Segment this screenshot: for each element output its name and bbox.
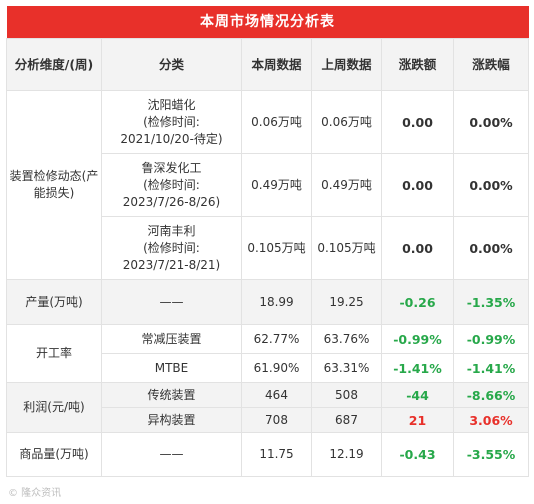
- row-label-commodity: 商品量(万吨): [6, 432, 102, 477]
- row-label-operating: 开工率: [6, 324, 102, 383]
- category-cell: 河南丰利 (检修时间: 2023/7/21-8/21): [101, 216, 242, 280]
- table-row: 开工率 常减压装置 62.77% 63.76% -0.99% -0.99%: [6, 324, 529, 383]
- category-cell: MTBE: [101, 353, 242, 383]
- last-week-value: 687: [311, 407, 382, 433]
- plant-date: 2023/7/26-8/26): [122, 194, 221, 209]
- this-week-value: 18.99: [241, 279, 312, 325]
- last-week-value: 19.25: [311, 279, 382, 325]
- row-label-profit: 利润(元/吨): [6, 382, 102, 433]
- this-week-value: 0.49万吨: [241, 153, 312, 217]
- table-row: MTBE 61.90% 63.31% -1.41% -1.41%: [7, 353, 529, 383]
- header-change: 涨跌额: [381, 38, 454, 91]
- this-week-value: 11.75: [241, 432, 312, 477]
- change-value: 0.00: [381, 153, 454, 217]
- change-pct-value: 0.00%: [453, 216, 529, 280]
- last-week-value: 0.06万吨: [311, 90, 382, 154]
- row-label-output: 产量(万吨): [6, 279, 102, 325]
- table-row: 河南丰利 (检修时间: 2023/7/21-8/21) 0.105万吨 0.10…: [7, 216, 529, 280]
- category-cell: 鲁深发化工 (检修时间: 2023/7/26-8/26): [101, 153, 242, 217]
- header-this-week: 本周数据: [241, 38, 312, 91]
- table-row: 装置检修动态(产能损失) 沈阳蜡化 (检修时间: 2021/10/20-待定) …: [6, 90, 529, 280]
- table-row: 商品量(万吨) —— 11.75 12.19 -0.43 -3.55%: [6, 432, 529, 477]
- this-week-value: 464: [241, 382, 312, 408]
- this-week-value: 0.06万吨: [241, 90, 312, 154]
- this-week-value: 0.105万吨: [241, 216, 312, 280]
- change-value: -1.41%: [381, 353, 454, 383]
- last-week-value: 63.31%: [311, 353, 382, 383]
- category-cell: 沈阳蜡化 (检修时间: 2021/10/20-待定): [101, 90, 242, 154]
- plant-name: 沈阳蜡化: [147, 97, 196, 112]
- change-pct-value: 0.00%: [453, 153, 529, 217]
- change-pct-value: 3.06%: [453, 407, 529, 433]
- change-pct-value: -1.35%: [453, 279, 529, 325]
- header-dimension: 分析维度/(周): [6, 38, 102, 91]
- change-pct-value: -3.55%: [453, 432, 529, 477]
- table-row: 鲁深发化工 (检修时间: 2023/7/26-8/26) 0.49万吨 0.49…: [7, 153, 529, 217]
- category-cell: ——: [101, 432, 242, 477]
- change-value: 0.00: [381, 90, 454, 154]
- last-week-value: 63.76%: [311, 324, 382, 354]
- change-pct-value: 0.00%: [453, 90, 529, 154]
- table-title: 本周市场情况分析表: [6, 6, 529, 39]
- watermark: © 隆众资讯: [8, 488, 62, 499]
- category-cell: 传统装置: [101, 382, 242, 408]
- market-analysis-table: 本周市场情况分析表 分析维度/(周) 分类 本周数据 上周数据 涨跌额 涨跌幅 …: [6, 6, 529, 477]
- header-last-week: 上周数据: [311, 38, 382, 91]
- plant-note: (检修时间:: [143, 114, 200, 129]
- last-week-value: 0.105万吨: [311, 216, 382, 280]
- header-change-pct: 涨跌幅: [453, 38, 529, 91]
- change-pct-value: -8.66%: [453, 382, 529, 408]
- table-row: 异构装置 708 687 21 3.06%: [7, 407, 529, 433]
- change-value: 21: [381, 407, 454, 433]
- market-analysis-table-wrapper: 本周市场情况分析表 分析维度/(周) 分类 本周数据 上周数据 涨跌额 涨跌幅 …: [6, 6, 529, 477]
- change-pct-value: -0.99%: [453, 324, 529, 354]
- last-week-value: 0.49万吨: [311, 153, 382, 217]
- table-row: 产量(万吨) —— 18.99 19.25 -0.26 -1.35%: [6, 279, 529, 325]
- plant-name: 鲁深发化工: [141, 160, 202, 175]
- change-value: 0.00: [381, 216, 454, 280]
- table-row: 利润(元/吨) 传统装置 464 508 -44 -8.66%: [6, 382, 529, 433]
- plant-name: 河南丰利: [147, 223, 196, 238]
- change-value: -0.26: [381, 279, 454, 325]
- plant-date: 2023/7/21-8/21): [122, 257, 221, 272]
- last-week-value: 508: [311, 382, 382, 408]
- change-pct-value: -1.41%: [453, 353, 529, 383]
- plant-note: (检修时间:: [143, 240, 200, 255]
- this-week-value: 61.90%: [241, 353, 312, 383]
- this-week-value: 62.77%: [241, 324, 312, 354]
- category-cell: 异构装置: [101, 407, 242, 433]
- plant-note: (检修时间:: [143, 177, 200, 192]
- category-cell: ——: [101, 279, 242, 325]
- this-week-value: 708: [241, 407, 312, 433]
- change-value: -0.43: [381, 432, 454, 477]
- last-week-value: 12.19: [311, 432, 382, 477]
- row-label-maintenance: 装置检修动态(产能损失): [6, 90, 102, 280]
- category-cell: 常减压装置: [101, 324, 242, 354]
- change-value: -0.99%: [381, 324, 454, 354]
- change-value: -44: [381, 382, 454, 408]
- header-category: 分类: [101, 38, 242, 91]
- plant-date: 2021/10/20-待定): [120, 131, 223, 146]
